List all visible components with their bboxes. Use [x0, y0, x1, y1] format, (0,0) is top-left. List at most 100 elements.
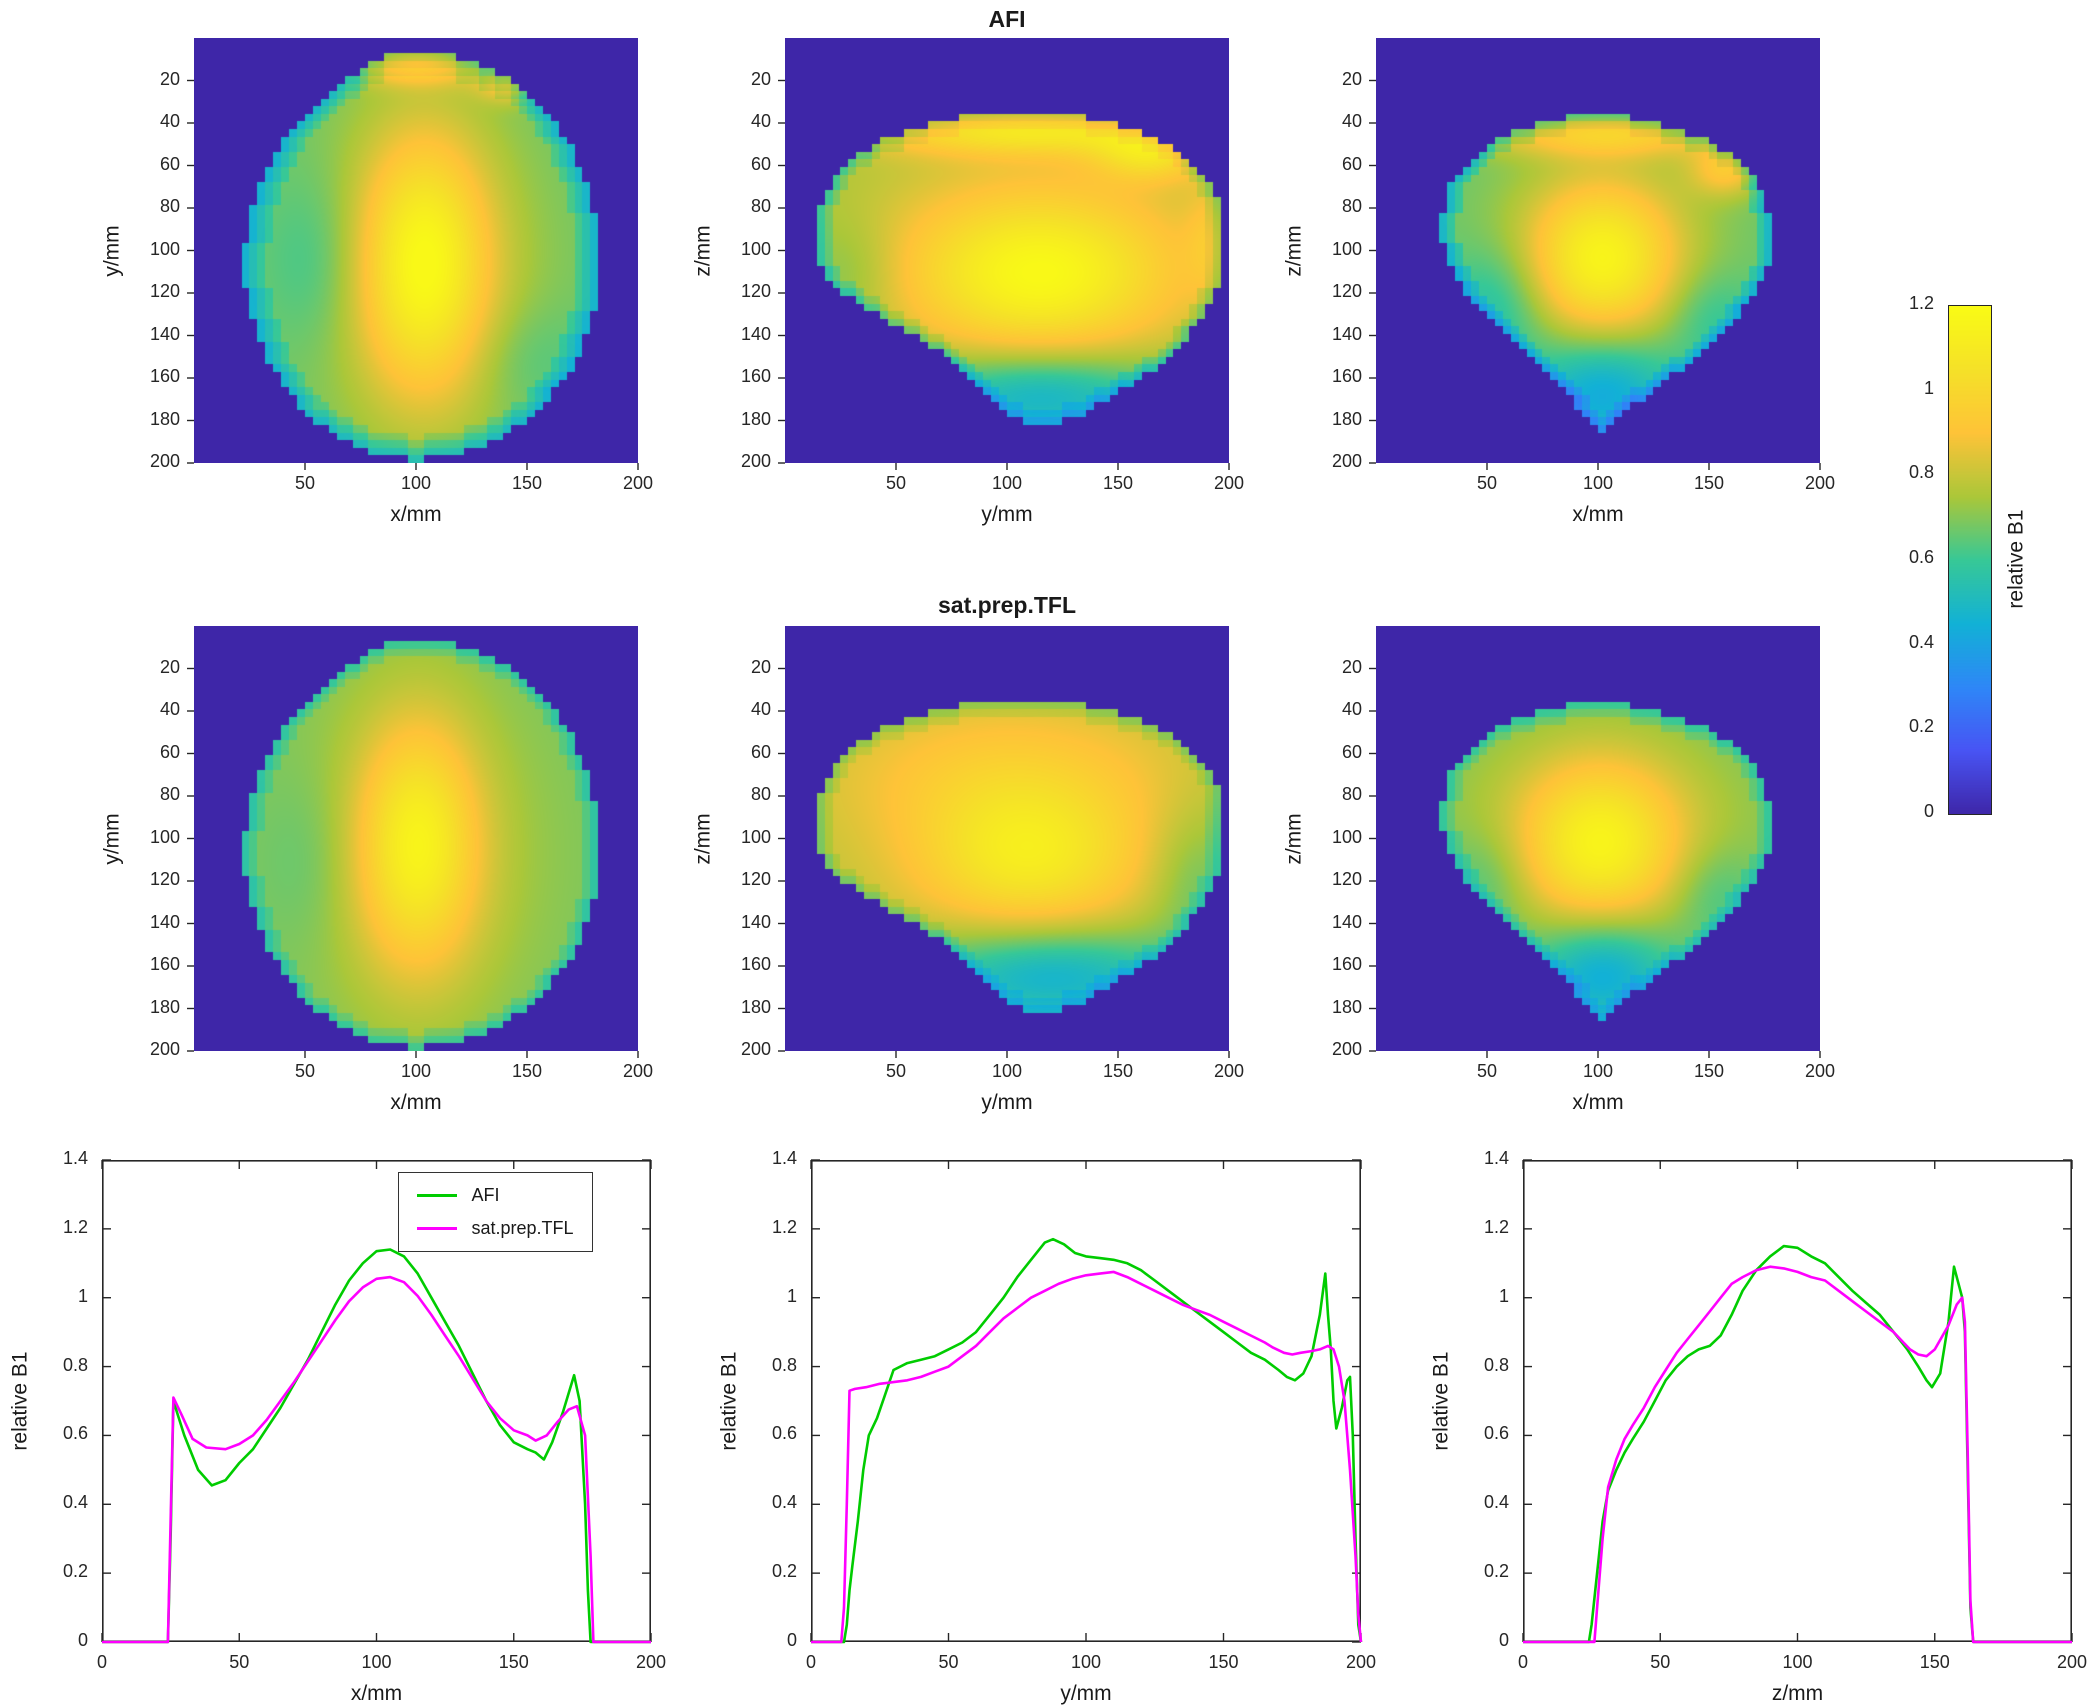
y-tick-label: 160 [149, 366, 180, 386]
y-tick-label: 160 [1331, 954, 1362, 974]
y-axis-label: z/mm [1283, 812, 1307, 865]
y-tick-label: 120 [740, 869, 771, 889]
satprep-tfl-axial-image [194, 626, 638, 1051]
y-tick-label: 160 [1331, 366, 1362, 386]
colorbar-tick-label: 0.4 [1908, 631, 1934, 652]
series-sat.prep.TFL [102, 1275, 651, 1644]
satprep-tfl-axial-axes [187, 667, 639, 1058]
y-tick-label: 200 [740, 451, 771, 471]
x-tick-label: 200 [2056, 1652, 2088, 1672]
colorbar-tick-label: 0.6 [1908, 547, 1934, 567]
series-AFI [811, 1237, 1363, 1644]
x-tick-label: 50 [885, 473, 907, 493]
y-tick-label: 120 [149, 281, 180, 301]
afi-sagittal-axes [778, 79, 1230, 470]
x-tick-label: 200 [1213, 1061, 1245, 1081]
x-tick-label: 200 [1804, 1061, 1836, 1081]
y-tick-label: 80 [1341, 784, 1362, 804]
colorbar-tick-label: 0.2 [1908, 716, 1934, 737]
x-axis-label: x/mm [350, 1682, 403, 1705]
heatmap-tfl-coronal: 50 100 150 200 20 40 60 80 100 120 140 160 180 200 x/m… [1283, 626, 1835, 1114]
x-axis-label: x/mm [390, 1091, 442, 1114]
x-tick-label: 150 [1208, 1652, 1239, 1672]
y-tick-label: 200 [740, 1039, 771, 1059]
legend-entry: sat.prep.TFL [417, 1218, 574, 1239]
x-tick-label: 150 [1693, 1061, 1725, 1081]
x-tick-label: 100 [400, 1061, 432, 1081]
colorbar-tick-label: 1.2 [1908, 293, 1934, 313]
y-axis-label: z/mm [692, 224, 716, 277]
satprep-tfl-coronal-image [1376, 626, 1820, 1051]
y-tick-label: 160 [740, 366, 771, 386]
y-tick-label: 1 [786, 1285, 797, 1306]
y-tick-label: 140 [740, 323, 771, 344]
afi-axial-image [194, 38, 638, 463]
y-tick-label: 40 [750, 699, 771, 719]
legend-entry: AFI [417, 1185, 573, 1206]
y-tick-label: 0.4 [62, 1492, 88, 1513]
x-axis-label: y/mm [981, 1091, 1033, 1114]
y-tick-label: 180 [1331, 408, 1362, 429]
y-axis-label: y/mm [101, 224, 125, 277]
x-tick-label: 150 [511, 1061, 543, 1081]
y-tick-label: 80 [750, 784, 771, 804]
x-axis-label: y/mm [981, 503, 1033, 526]
y-tick-label: 0.8 [62, 1354, 88, 1375]
y-tick-label: 160 [149, 954, 180, 974]
y-axis-label: relative B1 [9, 1351, 32, 1451]
y-tick-label: 60 [159, 741, 180, 762]
colorbar-label: relative B1 [2005, 509, 2028, 609]
y-tick-label: 40 [159, 699, 180, 719]
y-tick-label: 100 [740, 826, 771, 847]
colorbar-tick-label: 1 [1923, 377, 1934, 398]
profile-z-axes [1522, 1159, 2073, 1644]
x-tick-label: 200 [1345, 1652, 1377, 1672]
y-tick-label: 0 [77, 1630, 88, 1650]
x-tick-label: 200 [635, 1652, 667, 1672]
y-tick-label: 40 [159, 111, 180, 131]
y-tick-label: 200 [149, 451, 180, 471]
x-axis-label: x/mm [1572, 503, 1624, 526]
y-tick-label: 20 [750, 656, 771, 677]
y-tick-label: 140 [1331, 323, 1362, 344]
y-tick-label: 200 [1331, 451, 1362, 471]
y-tick-label: 0.6 [1483, 1423, 1509, 1444]
y-tick-label: 100 [149, 826, 180, 847]
row-title-afi: AFI [988, 6, 1026, 32]
x-tick-label: 150 [1693, 473, 1725, 493]
y-tick-label: 200 [1331, 1039, 1362, 1059]
y-tick-label: 80 [1341, 196, 1362, 216]
y-tick-label: 1.2 [1483, 1216, 1509, 1237]
y-tick-label: 60 [750, 741, 771, 762]
series-sat.prep.TFL [811, 1270, 1363, 1644]
x-tick-label: 200 [1213, 473, 1245, 493]
y-tick-label: 1.4 [771, 1148, 797, 1168]
y-tick-label: 0.6 [62, 1423, 88, 1444]
y-tick-label: 120 [740, 281, 771, 301]
colorbar-tick-label: 0.8 [1908, 462, 1934, 483]
x-tick-label: 50 [1650, 1652, 1671, 1672]
y-tick-label: 0 [1498, 1630, 1509, 1650]
x-tick-label: 200 [1804, 473, 1836, 493]
heatmap-afi-sagittal: 50 100 150 200 20 40 60 80 100 120 140 160 180 200 y/m… [692, 38, 1244, 526]
satprep-tfl-sagittal-image [785, 626, 1229, 1051]
heatmap-afi-axial: 50 100 150 200 20 40 60 80 100 120 140 160 180 200 x/m… [101, 38, 653, 526]
y-tick-label: 1.2 [62, 1216, 88, 1237]
afi-sagittal-image [785, 38, 1229, 463]
x-tick-label: 150 [1102, 473, 1134, 493]
x-tick-label: 100 [1582, 1061, 1614, 1081]
y-tick-label: 60 [1341, 741, 1362, 762]
legend: AFI sat.prep.TFL [398, 1172, 593, 1252]
heatmap-tfl-sagittal: 50 100 150 200 20 40 60 80 100 120 140 160 180 200 y/m… [692, 626, 1244, 1114]
x-tick-label: 50 [885, 1061, 907, 1081]
y-tick-label: 80 [159, 784, 180, 804]
series-AFI [1523, 1244, 2072, 1644]
legend-line-sample [417, 1194, 458, 1197]
y-tick-label: 1.2 [771, 1216, 797, 1237]
y-tick-label: 0.2 [771, 1561, 797, 1582]
satprep-tfl-sagittal-axes [778, 667, 1230, 1058]
x-tick-label: 0 [1517, 1652, 1528, 1672]
profile-plot-x: 0 50 100 150 200 0 0.2 0.4 0.6 0.8 1 1.2 1.4 x/mm rela… [9, 1148, 666, 1705]
y-tick-label: 1 [1498, 1285, 1509, 1306]
